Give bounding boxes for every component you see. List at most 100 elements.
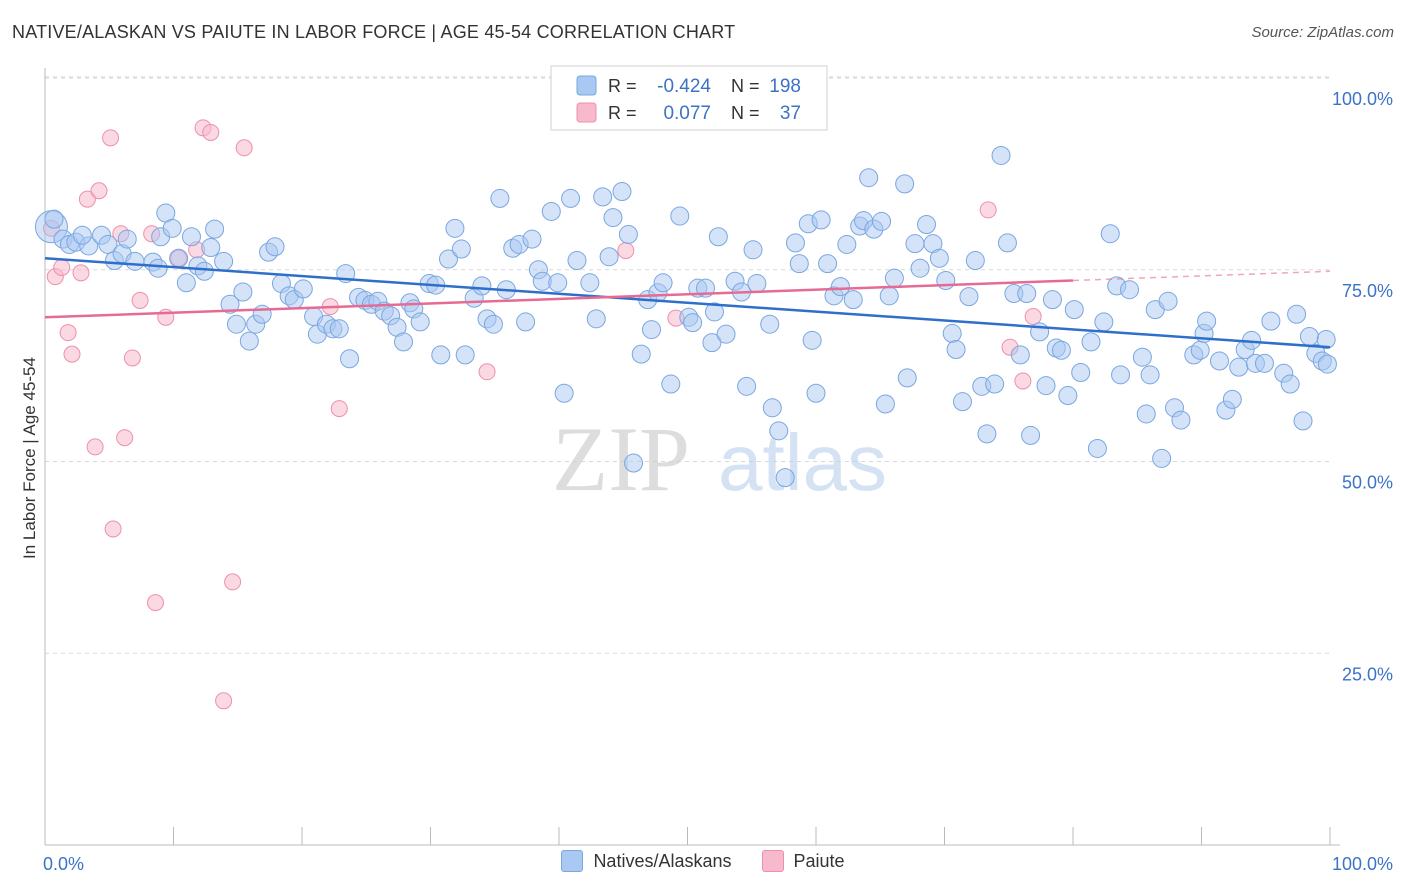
natives-point <box>985 374 1005 394</box>
natives-point <box>806 383 826 403</box>
natives-point <box>593 187 613 207</box>
y-axis-label: In Labor Force | Age 45-54 <box>20 357 39 559</box>
source-label: Source: ZipAtlas.com <box>1251 24 1394 41</box>
natives-point <box>802 330 822 350</box>
legend-n-label: N = <box>731 76 760 96</box>
natives-point <box>1229 357 1249 377</box>
natives-point <box>917 214 937 234</box>
natives-point <box>1021 425 1041 445</box>
y-tick-labels: 100.0% 75.0% 50.0% 25.0% <box>1332 89 1393 684</box>
natives-point <box>683 313 703 333</box>
natives-point <box>445 218 465 238</box>
natives-point <box>818 254 838 274</box>
natives-point <box>451 239 471 259</box>
natives-points <box>34 145 1337 488</box>
natives-point <box>1017 284 1037 304</box>
paiute-point <box>116 429 134 447</box>
paiute-point <box>1014 372 1032 390</box>
natives-point <box>1120 280 1140 300</box>
natives-point <box>194 261 214 281</box>
natives-point <box>1317 354 1337 374</box>
x-tick-label: 0.0% <box>43 854 84 874</box>
natives-point <box>653 273 673 293</box>
natives-point <box>220 294 240 314</box>
y-tick-label: 75.0% <box>1342 281 1393 301</box>
legend-n-value: 198 <box>769 76 801 97</box>
natives-point <box>942 323 962 343</box>
paiute-point <box>86 438 104 456</box>
natives-point <box>743 240 763 260</box>
natives-point <box>936 270 956 290</box>
legend-r-value: 0.077 <box>663 103 711 124</box>
natives-point <box>329 319 349 339</box>
natives-point <box>789 254 809 274</box>
natives-point <box>117 229 137 249</box>
paiute-trendline-extension <box>1072 270 1331 282</box>
paiute-point <box>330 400 348 418</box>
natives-point <box>1261 311 1281 331</box>
natives-point <box>959 287 979 307</box>
natives-point <box>737 376 757 396</box>
natives-point <box>1190 340 1210 360</box>
natives-point <box>1111 365 1131 385</box>
natives-point <box>1058 386 1078 406</box>
natives-point <box>162 218 182 238</box>
y-tick-label: 25.0% <box>1342 664 1393 684</box>
natives-point <box>214 251 234 271</box>
paiute-point <box>63 345 81 363</box>
natives-point <box>252 304 272 324</box>
natives-point <box>905 234 925 254</box>
natives-point <box>1287 304 1307 324</box>
natives-point <box>340 349 360 369</box>
natives-point <box>929 248 949 268</box>
paiute-point <box>478 363 496 381</box>
natives-point <box>541 201 561 221</box>
natives-point <box>811 210 831 230</box>
paiute-point <box>1024 308 1042 326</box>
natives-point <box>205 219 225 239</box>
paiute-point <box>224 573 242 591</box>
natives-point <box>859 168 879 188</box>
natives-point <box>785 233 805 253</box>
watermark-atlas: atlas <box>718 418 887 507</box>
natives-point <box>44 209 64 229</box>
natives-point <box>226 314 246 334</box>
natives-point <box>148 258 168 278</box>
axes <box>44 68 1340 846</box>
natives-point <box>1100 224 1120 244</box>
natives-point <box>760 314 780 334</box>
natives-point <box>293 279 313 299</box>
watermark-zip: ZIP <box>552 408 690 510</box>
legend-r-label: R = <box>608 103 637 123</box>
natives-point <box>884 268 904 288</box>
natives-point <box>1152 448 1172 468</box>
legend-swatch-blue <box>561 850 584 872</box>
bottom-legend: Natives/Alaskans Paiute <box>0 850 1406 872</box>
natives-point <box>946 340 966 360</box>
natives-point <box>201 238 221 258</box>
paiute-point <box>215 692 233 710</box>
paiute-points <box>42 71 1042 710</box>
paiute-point <box>53 258 71 276</box>
natives-point <box>1158 291 1178 311</box>
natives-point <box>472 276 492 296</box>
natives-point <box>1171 410 1191 430</box>
natives-point <box>1042 290 1062 310</box>
legend-blue-swatch <box>576 75 597 96</box>
natives-point <box>1081 332 1101 352</box>
legend-label-natives: Natives/Alaskans <box>593 850 732 871</box>
natives-point <box>599 247 619 267</box>
paiute-point <box>78 190 96 208</box>
natives-point <box>661 374 681 394</box>
natives-point <box>548 273 568 293</box>
natives-point <box>875 394 895 414</box>
natives-point <box>965 251 985 271</box>
chart-title: NATIVE/ALASKAN VS PAIUTE IN LABOR FORCE … <box>12 22 736 42</box>
natives-trendline <box>44 256 1331 349</box>
natives-point <box>1280 374 1300 394</box>
legend-swatch-pink <box>761 850 784 872</box>
natives-point <box>1293 411 1313 431</box>
natives-point <box>872 211 892 231</box>
natives-point <box>670 206 690 226</box>
